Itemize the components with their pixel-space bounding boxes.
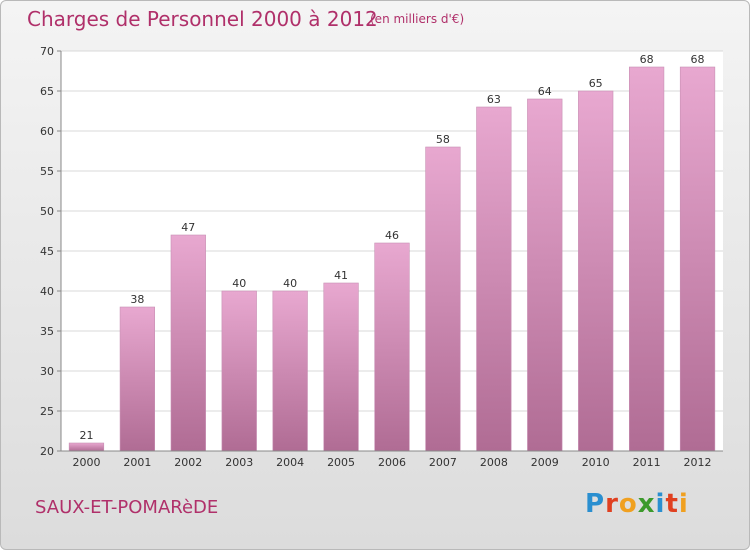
data-label-2011: 68 [640,53,654,66]
y-tick-label: 50 [40,205,54,218]
proxiti-logo[interactable]: Proxiti [585,489,689,519]
x-tick-label-2012: 2012 [684,456,712,469]
y-tick-label: 45 [40,245,54,258]
data-label-2012: 68 [691,53,705,66]
x-tick-label-2007: 2007 [429,456,457,469]
data-label-2001: 38 [130,293,144,306]
y-tick-label: 70 [40,45,54,58]
x-tick-label-2005: 2005 [327,456,355,469]
logo-letter: x [637,489,656,519]
x-tick-label-2010: 2010 [582,456,610,469]
x-tick-label-2004: 2004 [276,456,304,469]
bar-2012 [679,66,716,452]
logo-letter: t [665,489,679,519]
y-tick-label: 40 [40,285,54,298]
y-tick-label: 35 [40,325,54,338]
x-tick-label-2001: 2001 [123,456,151,469]
bar-2003 [221,290,257,452]
data-label-2008: 63 [487,93,501,106]
bar-2006 [374,242,410,452]
x-tick-label-2002: 2002 [174,456,202,469]
logo-letter: o [618,489,638,519]
data-label-2003: 40 [232,277,246,290]
data-label-2005: 41 [334,269,348,282]
bar-2010 [578,90,614,452]
bar-2004 [272,290,308,452]
x-tick-label-2003: 2003 [225,456,253,469]
bar-2009 [527,98,563,452]
bar-2008 [476,106,512,452]
x-tick-label-2011: 2011 [633,456,661,469]
data-label-2002: 47 [181,221,195,234]
y-tick-label: 60 [40,125,54,138]
data-label-2009: 64 [538,85,552,98]
bar-2005 [323,282,359,452]
logo-letter: i [655,489,666,519]
y-tick-label: 65 [40,85,54,98]
bar-2007 [425,146,461,452]
place-name: SAUX-ET-POMARèDE [35,497,219,518]
y-tick-label: 55 [40,165,54,178]
x-tick-label-2000: 2000 [72,456,100,469]
data-label-2006: 46 [385,229,399,242]
y-tick-label: 20 [40,445,54,458]
bar-chart: 20 25 30 35 40 45 50 55 60 65 70 2000 2001 2002 2003 2… [40,45,723,469]
x-tick-label-2006: 2006 [378,456,406,469]
logo-letter: r [605,489,619,519]
bar-2011 [629,66,665,452]
data-label-2000: 21 [79,429,93,442]
chart-title: Charges de Personnel 2000 à 2012 [27,7,378,31]
chart-unit: (en milliers d'€) [370,12,465,26]
x-tick-label-2009: 2009 [531,456,559,469]
y-tick-label: 25 [40,405,54,418]
data-label-2007: 58 [436,133,450,146]
logo-letter: i [678,489,689,519]
bar-2002 [170,234,206,452]
bar-2001 [119,306,155,452]
data-label-2010: 65 [589,77,603,90]
y-tick-label: 30 [40,365,54,378]
data-label-2004: 40 [283,277,297,290]
bar-2000 [68,442,105,452]
logo-letter: P [585,489,606,519]
x-tick-label-2008: 2008 [480,456,508,469]
